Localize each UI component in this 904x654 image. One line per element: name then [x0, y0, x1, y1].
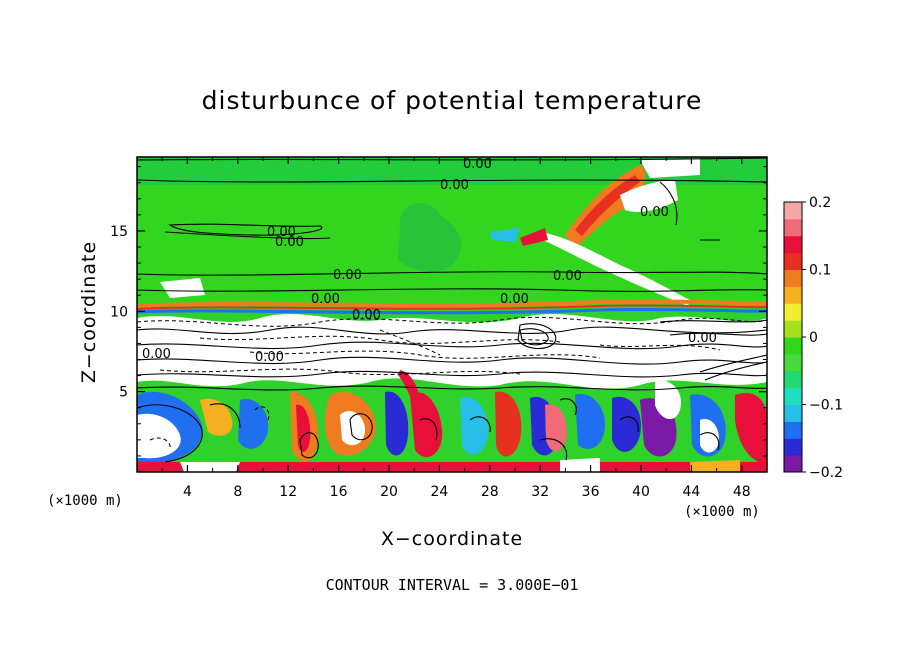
x-tick-label: 4 [183, 484, 192, 500]
colorbar-segment [784, 202, 802, 220]
x-tick-label: 40 [632, 484, 650, 500]
x-axis-label: X−coordinate [380, 528, 524, 550]
contour-label: 0.00 [255, 350, 284, 365]
colorbar-segment [784, 370, 802, 389]
y-axis-label: Z−coordinate [78, 240, 100, 384]
colorbar-segment [784, 337, 802, 355]
x-tick-label: 36 [582, 484, 600, 500]
x-tick-label: 28 [481, 484, 499, 500]
x-tick-label: 16 [330, 484, 348, 500]
contour-label: 0.00 [688, 331, 717, 346]
colorbar-tick-label: −0.2 [809, 465, 843, 481]
colorbar-segment [784, 235, 802, 254]
colorbar-segment [784, 421, 802, 439]
x-tick-label: 32 [531, 484, 549, 500]
y-tick-label: 15 [110, 224, 128, 240]
contour-field [137, 157, 767, 472]
colorbar-segment [784, 387, 802, 405]
contour-label: 0.00 [267, 225, 296, 240]
colorbar-segment [784, 252, 802, 270]
colorbar-segment [784, 286, 802, 304]
contour-label: 0.00 [640, 205, 669, 220]
colorbar-segment [784, 455, 802, 473]
contour-label: 0.00 [463, 157, 492, 172]
colorbar-segment [784, 320, 802, 338]
y-axis: 5 10 15 [110, 166, 767, 457]
colorbar-segment [784, 218, 802, 237]
x-axis: 4 8 12 16 20 24 28 32 36 40 44 48 [161, 157, 751, 500]
x-unit-right: (×1000 m) [684, 504, 760, 520]
x-tick-label: 20 [380, 484, 398, 500]
colorbar-segment [784, 404, 802, 422]
colorbar: 0.2 0.1 0 −0.1 −0.2 [783, 195, 843, 481]
contour-label: 0.00 [553, 269, 582, 284]
x-tick-label: 8 [233, 484, 242, 500]
contour-label: 0.00 [440, 178, 469, 193]
contour-label: 0.00 [352, 308, 381, 323]
contour-label: 0.00 [500, 292, 529, 307]
contour-label: 0.00 [142, 347, 171, 362]
colorbar-tick-label: 0.2 [809, 195, 831, 211]
y-tick-label: 5 [119, 385, 128, 401]
x-tick-label: 24 [430, 484, 448, 500]
x-tick-label: 12 [279, 484, 297, 500]
colorbar-tick-label: 0 [809, 330, 818, 346]
x-unit-left: (×1000 m) [47, 493, 123, 509]
colorbar-segment [784, 269, 802, 287]
colorbar-tick-label: 0.1 [809, 263, 831, 279]
colorbar-tick-label: −0.1 [809, 398, 843, 414]
colorbar-segment [784, 353, 802, 372]
contour-label: 0.00 [275, 235, 304, 250]
contour-labels: 0.00 0.00 0.00 0.00 0.00 0.00 0.00 0.00 … [142, 157, 717, 365]
contour-label: 0.00 [311, 292, 340, 307]
x-tick-label: 48 [733, 484, 751, 500]
x-tick-label: 44 [682, 484, 700, 500]
y-tick-label: 10 [110, 304, 128, 320]
contour-label: 0.00 [333, 268, 362, 283]
colorbar-segment [784, 438, 802, 456]
chart-title: disturbunce of potential temperature [201, 86, 703, 115]
colorbar-segment [784, 303, 802, 321]
contour-interval-note: CONTOUR INTERVAL = 3.000E−01 [325, 576, 579, 594]
